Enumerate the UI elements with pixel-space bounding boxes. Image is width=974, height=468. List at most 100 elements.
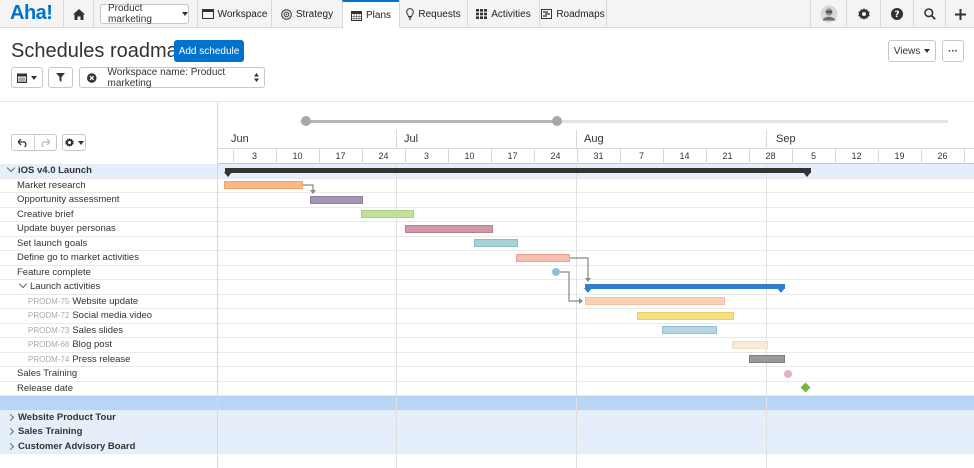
week-divider <box>706 149 707 164</box>
undo-icon <box>17 138 27 147</box>
aha-logo[interactable]: Aha! <box>10 2 53 24</box>
row-label: Update buyer personas <box>17 223 116 235</box>
list-item[interactable]: Sales Training <box>0 367 974 382</box>
nav-requests-label: Requests <box>418 8 461 20</box>
group-row-website-tour[interactable]: Website Product Tour <box>0 410 974 425</box>
week-divider <box>319 149 320 164</box>
task-bar[interactable] <box>749 355 785 363</box>
add-schedule-button[interactable]: Add schedule <box>174 40 244 62</box>
nav-roadmaps[interactable]: Roadmaps <box>539 0 607 28</box>
views-button[interactable]: Views <box>888 40 936 62</box>
chevron-down-icon <box>77 140 84 145</box>
nav-activities[interactable]: Activities <box>467 0 539 28</box>
week-divider <box>276 149 277 164</box>
record-key[interactable]: PRODM-74 <box>28 354 70 364</box>
more-button[interactable]: ··· <box>942 40 964 62</box>
record-key[interactable]: PRODM-68 <box>28 340 70 350</box>
home-icon <box>72 8 85 20</box>
list-item[interactable]: PRODM-68 Blog post <box>0 338 974 353</box>
redo-button[interactable] <box>35 135 57 150</box>
avatar <box>820 5 837 23</box>
list-item[interactable]: PRODM-73 Sales slides <box>0 324 974 338</box>
task-bar[interactable] <box>224 181 303 189</box>
summary-bar[interactable] <box>585 284 785 289</box>
list-item[interactable]: Define go to market activities <box>0 251 974 266</box>
group-row-sales-training[interactable]: Sales Training <box>0 425 974 440</box>
range-end-handle[interactable] <box>552 116 562 126</box>
task-bar[interactable] <box>405 225 493 233</box>
gantt-settings-button[interactable] <box>62 134 86 151</box>
month-divider <box>576 130 577 148</box>
undo-button[interactable] <box>12 135 35 150</box>
task-bar[interactable] <box>732 341 768 349</box>
chevron-down-icon <box>924 49 931 53</box>
workspace-filter[interactable]: Workspace name: Product marketing <box>79 66 265 89</box>
home-button[interactable] <box>63 0 93 28</box>
remove-filter-icon[interactable] <box>87 72 97 83</box>
month-gridline <box>766 164 767 468</box>
selected-row[interactable] <box>0 396 974 411</box>
record-key[interactable]: PRODM-75 <box>28 296 70 306</box>
record-key[interactable]: PRODM-72 <box>28 311 70 321</box>
task-bar[interactable] <box>662 326 717 334</box>
task-bar[interactable] <box>474 239 518 247</box>
settings-button[interactable] <box>846 0 880 28</box>
task-bar[interactable] <box>516 254 570 262</box>
nav-roadmaps-label: Roadmaps <box>556 8 605 20</box>
row-label: Sales Training <box>17 368 78 380</box>
week-divider <box>362 149 363 164</box>
row-label: Press release <box>72 353 131 365</box>
list-item[interactable]: Opportunity assessment <box>0 193 974 208</box>
nav-plans[interactable]: Plans <box>342 0 399 29</box>
row-label: Website update <box>72 295 139 307</box>
nav-requests[interactable]: Requests <box>399 0 467 28</box>
week-header: 3 10 17 24 3 10 17 24 31 7 14 21 28 5 12… <box>218 148 974 164</box>
workspace-select[interactable]: Product marketing <box>100 3 189 25</box>
task-bar[interactable] <box>585 297 725 305</box>
week-label: 12 <box>851 151 862 161</box>
month-label: Sep <box>776 133 796 145</box>
list-item[interactable]: Feature complete <box>0 266 974 280</box>
subgroup-row-launch-activities[interactable]: Launch activities <box>0 280 974 295</box>
row-label: Social media video <box>72 310 153 322</box>
help-icon: ? <box>891 8 903 20</box>
row-label: Release date <box>17 382 73 394</box>
milestone-dot[interactable] <box>784 370 792 378</box>
search-button[interactable] <box>913 0 945 28</box>
workspace-select-cell <box>93 0 197 28</box>
list-item[interactable]: Market research <box>0 179 974 193</box>
filter-button[interactable] <box>48 67 73 88</box>
header-divider <box>0 101 974 102</box>
add-button[interactable] <box>945 0 974 28</box>
list-item[interactable]: PRODM-74 Press release <box>0 353 974 367</box>
nav-plans-label: Plans <box>365 10 391 21</box>
list-item[interactable]: Set launch goals <box>0 237 974 251</box>
task-bar[interactable] <box>310 196 363 204</box>
nav-workspace[interactable]: Workspace <box>197 0 271 28</box>
nav-strategy[interactable]: Strategy <box>271 0 342 28</box>
timeline-range-track[interactable] <box>300 120 948 123</box>
gantt-divider <box>217 102 218 468</box>
week-divider <box>448 149 449 164</box>
help-button[interactable]: ? <box>880 0 913 28</box>
list-item[interactable]: Update buyer personas <box>0 222 974 237</box>
list-item[interactable]: PRODM-72 Social media video <box>0 309 974 324</box>
milestone-dot[interactable] <box>552 268 560 276</box>
list-item[interactable]: PRODM-75 Website update <box>0 295 974 309</box>
group-row-advisory-board[interactable]: Customer Advisory Board <box>0 439 974 454</box>
workspace-filter-label: Workspace name: Product marketing <box>107 66 226 89</box>
row-label: Opportunity assessment <box>17 194 120 206</box>
task-bar[interactable] <box>361 210 414 218</box>
record-key[interactable]: PRODM-73 <box>28 325 70 335</box>
roadmap-icon <box>541 9 553 19</box>
task-bar[interactable] <box>637 312 734 320</box>
summary-bar[interactable] <box>225 168 811 173</box>
calendar-menu-button[interactable] <box>11 67 43 88</box>
list-item[interactable]: Release date <box>0 382 974 396</box>
workspace-icon <box>201 9 214 19</box>
page-title: Schedules roadmap <box>11 40 189 62</box>
range-start-handle[interactable] <box>301 116 311 126</box>
list-item[interactable]: Creative brief <box>0 208 974 222</box>
user-avatar-button[interactable] <box>810 0 846 28</box>
week-label: 17 <box>507 151 518 161</box>
